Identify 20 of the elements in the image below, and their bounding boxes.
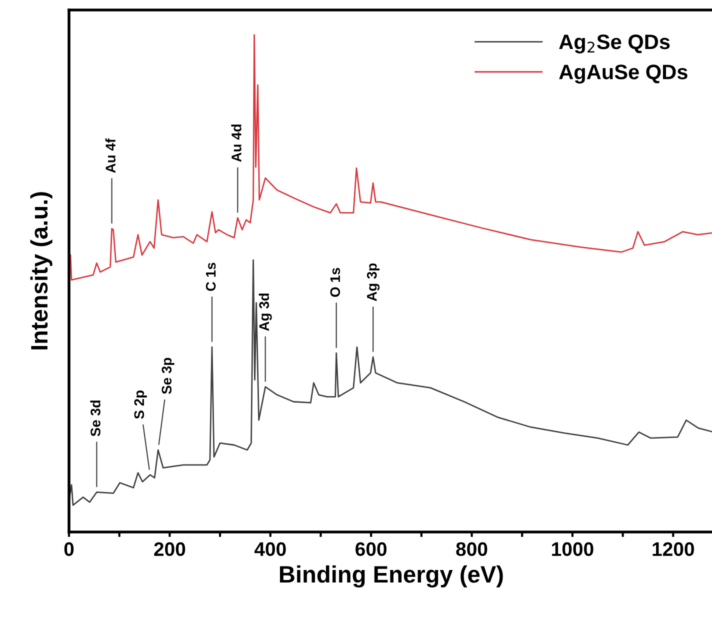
x-tick-label: 200 — [154, 542, 186, 556]
annotation: O 1s — [330, 268, 340, 297]
annotation: Au 4d — [231, 124, 242, 162]
annotation: Ag 3d — [258, 294, 272, 331]
annotation: Ag 3p — [366, 263, 380, 302]
x-tick-label: 0 — [64, 542, 74, 556]
x-tick-label: 400 — [254, 542, 286, 556]
annotation: Au 4f — [105, 138, 116, 173]
x-tick-label: 600 — [356, 542, 386, 556]
annotation: Se 3d — [90, 400, 100, 436]
annotation: Se 3p — [162, 358, 174, 394]
x-tick-label: 1200 — [652, 542, 694, 556]
x-axis-title: Binding Energy (eV) — [280, 565, 503, 588]
x-tick-label: 800 — [456, 542, 488, 556]
annotation: C 1s — [206, 262, 216, 291]
legend-label: AgAuSe QDs — [559, 64, 688, 84]
legend-label: Ag$_{2}$Se QDs — [559, 34, 670, 54]
annotation: S 2p — [134, 390, 147, 419]
x-tick-label: 1000 — [552, 542, 594, 556]
y-axis-title: Intensity (a.u.) — [30, 192, 52, 350]
